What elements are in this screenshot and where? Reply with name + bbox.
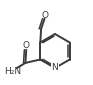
Text: N: N	[52, 63, 58, 73]
Text: O: O	[42, 11, 49, 20]
Text: H₂N: H₂N	[5, 67, 22, 76]
Text: O: O	[23, 41, 30, 50]
